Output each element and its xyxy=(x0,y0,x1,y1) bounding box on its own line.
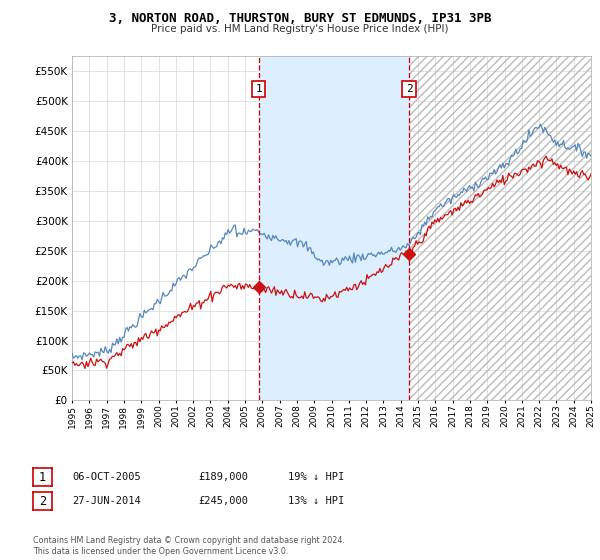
Text: £189,000: £189,000 xyxy=(198,472,248,482)
Bar xyxy=(409,56,591,400)
Text: 1: 1 xyxy=(255,84,262,94)
Text: 13% ↓ HPI: 13% ↓ HPI xyxy=(288,496,344,506)
Text: 19% ↓ HPI: 19% ↓ HPI xyxy=(288,472,344,482)
Text: £245,000: £245,000 xyxy=(198,496,248,506)
Text: 1: 1 xyxy=(39,470,46,484)
Text: 2: 2 xyxy=(406,84,413,94)
Text: 27-JUN-2014: 27-JUN-2014 xyxy=(72,496,141,506)
Text: Price paid vs. HM Land Registry's House Price Index (HPI): Price paid vs. HM Land Registry's House … xyxy=(151,24,449,34)
Text: 3, NORTON ROAD, THURSTON, BURY ST EDMUNDS, IP31 3PB: 3, NORTON ROAD, THURSTON, BURY ST EDMUND… xyxy=(109,12,491,25)
Text: 2: 2 xyxy=(39,494,46,508)
Bar xyxy=(409,56,591,400)
Text: 06-OCT-2005: 06-OCT-2005 xyxy=(72,472,141,482)
Text: Contains HM Land Registry data © Crown copyright and database right 2024.
This d: Contains HM Land Registry data © Crown c… xyxy=(33,536,345,556)
Bar xyxy=(259,56,409,400)
